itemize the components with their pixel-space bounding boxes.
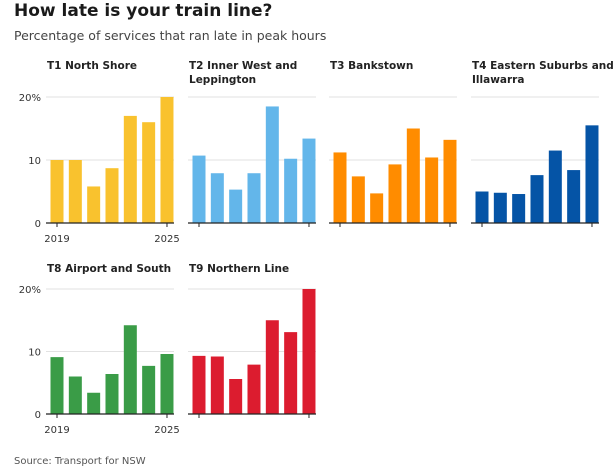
panel-title: T2 Inner West and: [189, 60, 297, 72]
bar: [105, 168, 119, 223]
panel-title: T8 Airport and South: [47, 263, 171, 275]
bar: [475, 191, 489, 223]
bar: [284, 158, 298, 223]
panel-title: T4 Eastern Suburbs and: [472, 60, 613, 72]
bar: [265, 320, 279, 414]
bar: [493, 192, 507, 223]
bar: [567, 170, 581, 223]
bar: [87, 392, 101, 414]
bar: [192, 155, 206, 223]
panel-title: T1 North Shore: [47, 60, 137, 72]
source-note: Source: Transport for NSW: [14, 456, 146, 467]
y-tick-label: 20%: [19, 285, 41, 296]
bar: [142, 122, 156, 223]
bar: [530, 175, 544, 223]
y-tick-label: 20%: [19, 93, 41, 104]
bar: [247, 364, 261, 414]
bar: [443, 139, 457, 223]
bar: [68, 160, 82, 223]
bar: [105, 374, 119, 414]
bar: [87, 186, 101, 223]
bar: [585, 125, 599, 223]
y-tick-label: 10: [28, 348, 41, 359]
bar: [68, 376, 82, 414]
bar: [50, 160, 64, 223]
bar: [333, 152, 347, 223]
panel-title: T3 Bankstown: [330, 60, 413, 72]
bar: [548, 150, 562, 223]
x-tick-label: 2019: [44, 425, 69, 436]
y-tick-label: 10: [28, 156, 41, 167]
bar: [160, 97, 174, 223]
x-tick-label: 2025: [154, 234, 179, 245]
bar: [123, 115, 137, 223]
bar: [123, 325, 137, 414]
chart-title: How late is your train line?: [14, 1, 273, 21]
panel-title: T9 Northern Line: [189, 263, 289, 275]
bar: [229, 379, 243, 414]
bar: [302, 138, 316, 223]
bar: [210, 173, 224, 223]
bar: [512, 194, 526, 223]
y-tick-label: 0: [35, 410, 41, 421]
bar: [370, 193, 384, 223]
y-tick-label: 0: [35, 219, 41, 230]
bar: [284, 332, 298, 414]
bar: [142, 365, 156, 414]
bar: [406, 128, 420, 223]
bar: [160, 354, 174, 414]
bar: [351, 176, 365, 223]
x-tick-label: 2025: [154, 425, 179, 436]
bar: [210, 356, 224, 414]
chart-subtitle: Percentage of services that ran late in …: [14, 28, 327, 43]
bar: [50, 357, 64, 414]
bar: [192, 355, 206, 414]
bar: [425, 157, 439, 223]
bar: [388, 164, 402, 223]
bar: [229, 189, 243, 223]
panel-title: Leppington: [189, 74, 256, 86]
bar: [247, 173, 261, 223]
x-tick-label: 2019: [44, 234, 69, 245]
bar: [265, 106, 279, 223]
panel-title: Illawarra: [472, 74, 524, 86]
bar: [302, 289, 316, 414]
